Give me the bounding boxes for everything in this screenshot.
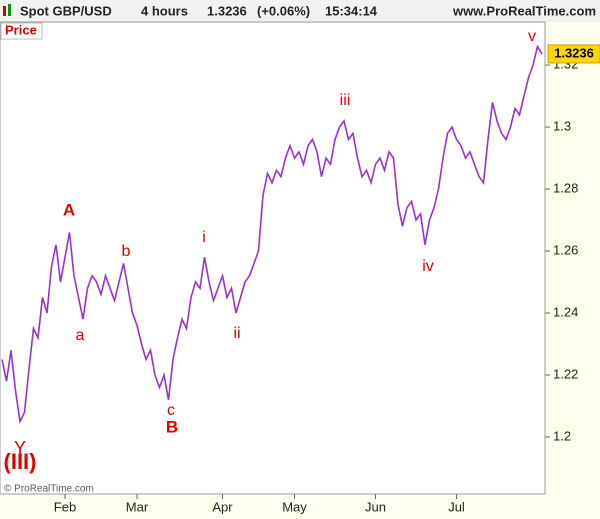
- icon: [8, 4, 11, 16]
- wave-label: c: [167, 402, 175, 419]
- timeframe: 4 hours: [141, 3, 188, 18]
- wave-label: (III): [4, 449, 37, 474]
- wave-label: a: [76, 327, 85, 344]
- time: 15:34:14: [325, 3, 378, 18]
- x-tick-label: Mar: [126, 499, 149, 514]
- x-tick-label: Feb: [54, 499, 76, 514]
- header-bar: [0, 0, 600, 22]
- wave-label: ii: [233, 325, 240, 342]
- y-tick-label: 1.24: [553, 304, 578, 319]
- last-price-tag-label: 1.3236: [554, 45, 594, 60]
- wave-label: i: [202, 229, 206, 246]
- y-tick-label: 1.2: [553, 428, 571, 443]
- last-price: 1.3236: [207, 3, 247, 18]
- symbol: Spot GBP/USD: [20, 3, 112, 18]
- y-tick-label: 1.22: [553, 366, 578, 381]
- site: www.ProRealTime.com: [452, 3, 596, 18]
- wave-label: b: [122, 243, 131, 260]
- x-tick-label: Jun: [365, 499, 386, 514]
- wave-label: B: [166, 417, 178, 436]
- change: (+0.06%): [257, 3, 310, 18]
- y-tick-label: 1.3: [553, 118, 571, 133]
- y-tick-label: 1.28: [553, 180, 578, 195]
- wave-label: Y: [14, 438, 26, 458]
- copyright: © ProRealTime.com: [4, 484, 94, 495]
- price-line: [1, 44, 543, 425]
- panel-label-box: [0, 22, 43, 40]
- y-tick-label: 1.26: [553, 242, 578, 257]
- panel-label: Price: [5, 22, 37, 37]
- x-tick-label: Jul: [448, 499, 465, 514]
- wave-label: iii: [340, 92, 351, 109]
- wave-label: iv: [422, 258, 434, 275]
- plot-area: [0, 21, 546, 495]
- icon: [3, 6, 6, 16]
- last-price-tag: [547, 44, 600, 64]
- x-tick-label: Apr: [212, 499, 233, 514]
- wave-label: v: [528, 28, 536, 45]
- wave-label: A: [63, 200, 75, 219]
- x-tick-label: May: [282, 499, 307, 514]
